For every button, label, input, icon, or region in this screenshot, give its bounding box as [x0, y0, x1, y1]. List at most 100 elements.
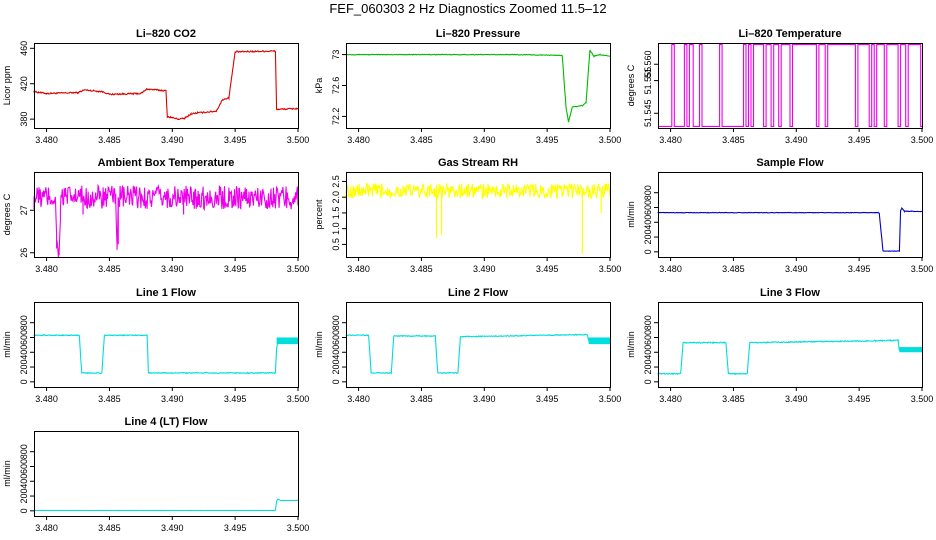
chart-title: Line 1 Flow [136, 287, 196, 299]
y-tick-label: 800 [19, 444, 29, 459]
y-tick-label: 460 [19, 41, 29, 56]
y-tick-label: 2.0 [331, 191, 341, 204]
plot-frame [34, 431, 299, 517]
x-tick-label: 3.490 [473, 135, 496, 145]
noise-band [899, 347, 922, 353]
y-axis-label: ml/min [2, 331, 12, 358]
x-tick-label: 3.480 [347, 135, 370, 145]
x-tick-label: 3.495 [848, 135, 871, 145]
x-tick-label: 3.480 [659, 264, 682, 274]
y-tick-label: 73 [331, 50, 341, 60]
chart-sample-flow: Sample Flow ml/min 3.480 3.485 3.490 3.495 3.5… [626, 157, 933, 274]
y-tick-label: 1.0 [331, 222, 341, 235]
x-tick-label: 3.480 [35, 523, 58, 533]
y-tick-label: 380 [19, 112, 29, 127]
chart-line-2-flow: Line 2 Flow ml/min 3.480 3.485 3.490 3.495 3.5… [314, 287, 621, 404]
chart-li-820-pressure: Li–820 Pressure kPa 3.480 3.485 3.490 3.495 3.… [314, 28, 621, 145]
x-tick-label: 3.495 [224, 394, 247, 404]
plot-frame [346, 302, 611, 388]
y-tick-label: 0 [643, 379, 653, 384]
y-axis-label: ml/min [626, 331, 636, 358]
y-tick-label: 420 [19, 76, 29, 91]
x-tick-label: 3.490 [161, 523, 184, 533]
x-tick-label: 3.485 [722, 264, 745, 274]
figure-title: FEF_060303 2 Hz Diagnostics Zoomed 11.5–… [329, 1, 607, 16]
series-line [657, 338, 923, 376]
chart-title: Line 4 (LT) Flow [125, 416, 208, 428]
series-line [34, 498, 299, 512]
x-tick-label: 3.485 [410, 394, 433, 404]
chart-line-4-lt-flow: Line 4 (LT) Flow ml/min 3.480 3.485 3.490 3.4… [2, 416, 309, 533]
x-tick-label: 3.480 [35, 264, 58, 274]
y-tick-label: 400 [331, 345, 341, 360]
y-tick-label: 200 [643, 230, 653, 245]
chart-title: Li–820 Temperature [738, 28, 841, 40]
y-axis-label: ml/min [626, 201, 636, 228]
y-axis-label: degrees C [626, 64, 636, 106]
x-tick-label: 3.485 [98, 394, 121, 404]
x-tick-label: 3.485 [98, 264, 121, 274]
plot-frame [346, 172, 611, 258]
chart-line-1-flow: Line 1 Flow ml/min 3.480 3.485 3.490 3.495 3.5… [2, 287, 309, 404]
x-tick-label: 3.490 [473, 394, 496, 404]
y-tick-label: 600 [19, 459, 29, 474]
chart-line-3-flow: Line 3 Flow ml/min 3.480 3.485 3.490 3.495 3.5… [626, 287, 933, 404]
y-tick-label: 26 [19, 248, 29, 258]
y-tick-label: 27 [19, 205, 29, 215]
plot-frame [34, 172, 299, 258]
series-line [345, 182, 611, 201]
chart-title: Ambient Box Temperature [98, 157, 235, 169]
y-tick-label: 2.5 [331, 175, 341, 188]
x-tick-label: 3.490 [473, 264, 496, 274]
x-tick-label: 3.495 [536, 394, 559, 404]
x-tick-label: 3.495 [848, 394, 871, 404]
y-tick-label: 200 [19, 360, 29, 375]
y-tick-label: 51.555 [643, 67, 653, 95]
x-tick-label: 3.495 [224, 135, 247, 145]
plot-frame [34, 43, 299, 129]
y-tick-label: 51.560 [643, 50, 653, 78]
series-line [658, 44, 922, 127]
y-axis-label: ml/min [2, 460, 12, 487]
series-line [345, 333, 611, 375]
y-tick-label: 0 [19, 508, 29, 513]
x-tick-label: 3.485 [410, 135, 433, 145]
y-tick-label: 800 [643, 315, 653, 330]
x-tick-label: 3.500 [599, 264, 622, 274]
x-tick-label: 3.490 [161, 135, 184, 145]
y-tick-label: 72.6 [331, 77, 341, 95]
chart-li-820-temperature: Li–820 Temperature degrees C 3.480 3.485 3.4… [626, 28, 933, 145]
x-tick-label: 3.480 [659, 135, 682, 145]
y-tick-label: 0 [331, 379, 341, 384]
y-tick-label: 200 [643, 360, 653, 375]
y-axis-label: Licor ppm [2, 66, 12, 106]
chart-li-820-co2: Li–820 CO2 Licor ppm 3.480 3.485 3.490 3.495 3… [2, 28, 309, 145]
chart-title: Gas Stream RH [438, 157, 518, 169]
plot-frame [34, 302, 299, 388]
y-tick-label: 800 [331, 315, 341, 330]
x-tick-label: 3.480 [347, 394, 370, 404]
series-line [33, 183, 299, 259]
y-tick-label: 600 [643, 330, 653, 345]
x-tick-label: 3.495 [224, 264, 247, 274]
y-tick-label: 51.545 [643, 100, 653, 128]
y-tick-label: 0 [19, 379, 29, 384]
chart-title: Sample Flow [756, 157, 824, 169]
x-tick-label: 3.500 [911, 394, 934, 404]
y-tick-label: 800 [643, 185, 653, 200]
y-tick-label: 600 [643, 200, 653, 215]
y-tick-label: 1.5 [331, 207, 341, 220]
y-axis-label: ml/min [314, 331, 324, 358]
chart-title: Li–820 Pressure [436, 28, 520, 40]
x-tick-label: 3.500 [911, 264, 934, 274]
x-tick-label: 3.490 [161, 394, 184, 404]
x-tick-label: 3.480 [659, 394, 682, 404]
x-tick-label: 3.490 [785, 264, 808, 274]
x-tick-label: 3.485 [98, 523, 121, 533]
chart-ambient-box-temperature: Ambient Box Temperature degrees C 3.480 3.4… [2, 157, 309, 274]
x-tick-label: 3.500 [599, 394, 622, 404]
y-axis-label: degrees C [2, 193, 12, 235]
y-tick-label: 400 [643, 215, 653, 230]
x-tick-label: 3.500 [287, 394, 310, 404]
x-tick-label: 3.485 [722, 394, 745, 404]
